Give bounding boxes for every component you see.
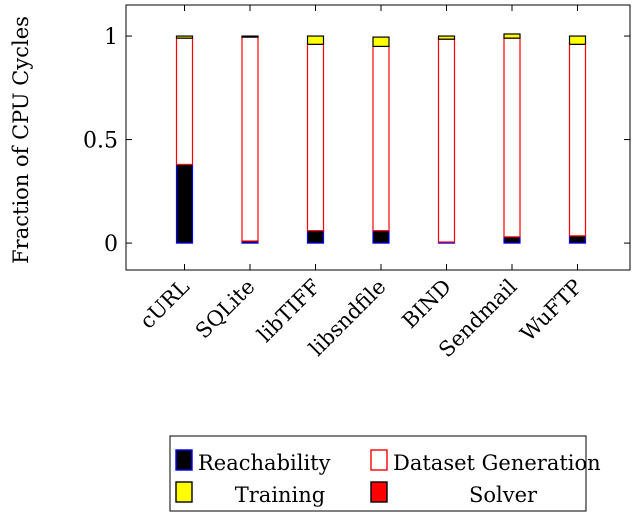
x-tick-label-curl: cURL <box>135 275 194 334</box>
legend-label-training: Training <box>235 483 326 507</box>
bar-Sendmail-training <box>503 33 521 39</box>
y-axis-label: Fraction of CPU Cycles <box>9 16 33 264</box>
bar-BIND-dataset-generation <box>437 38 456 243</box>
legend-swatch-reachability <box>175 449 193 471</box>
plot-frame <box>125 4 631 271</box>
legend-swatch-training <box>175 481 193 503</box>
bar-Sendmail-reachability <box>503 236 521 244</box>
y-axis: 00.51 <box>83 25 630 257</box>
plot-area <box>125 4 631 271</box>
y-tick-label: 1 <box>104 25 118 50</box>
x-tick-label-sqlite: SQLite <box>191 275 260 344</box>
bar-cURL-reachability <box>175 163 194 244</box>
bar-Sendmail-dataset-generation <box>503 37 521 238</box>
y-tick-label: 0 <box>104 232 118 257</box>
legend-swatch-solver <box>370 481 388 503</box>
bar-libsndfile-reachability <box>372 230 390 244</box>
bar-libTIFF-reachability <box>306 230 325 244</box>
bar-WuFTP-training <box>568 35 587 45</box>
bar-libTIFF-training <box>306 35 325 45</box>
bar-libTIFF-dataset-generation <box>306 43 325 232</box>
bar-BIND-training <box>437 35 456 40</box>
x-tick-label-wuftp: WuFTP <box>516 275 587 346</box>
bar-cURL-training <box>175 35 194 39</box>
bar-WuFTP-dataset-generation <box>568 43 587 237</box>
bar-libsndfile-dataset-generation <box>372 45 390 232</box>
bar-WuFTP-reachability <box>568 235 587 244</box>
legend-label-reachability: Reachability <box>198 451 331 475</box>
legend-swatch-dataset-generation <box>370 449 388 471</box>
x-tick-label-bind: BIND <box>397 275 456 334</box>
bar-cURL-dataset-generation <box>175 37 194 166</box>
bar-libsndfile-training <box>372 36 390 48</box>
bar-SQLite-dataset-generation <box>241 36 259 242</box>
legend: Reachability Dataset Generation Training So… <box>169 435 601 512</box>
legend-label-dataset-generation: Dataset Generation <box>393 451 601 475</box>
legend-label-solver: Solver <box>469 483 538 507</box>
y-tick-label: 0.5 <box>83 129 118 154</box>
bar-SQLite-training <box>241 35 259 38</box>
